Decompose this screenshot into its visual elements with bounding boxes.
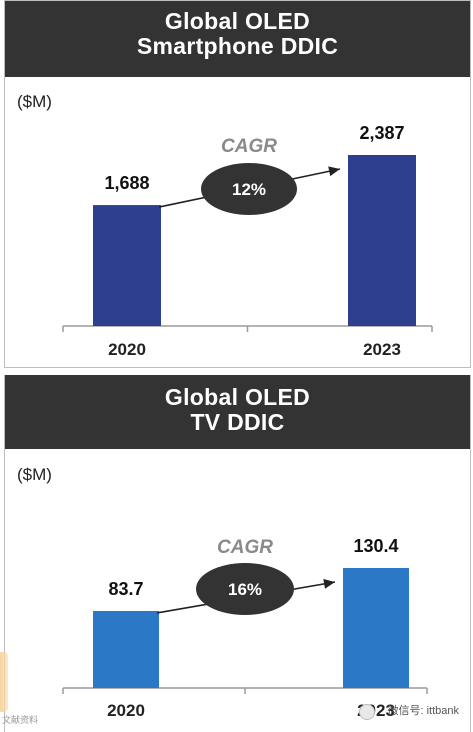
decorative-smudge bbox=[0, 652, 8, 712]
growth-arrow-head bbox=[328, 166, 340, 177]
chart-title-line-2: TV DDIC bbox=[190, 409, 285, 435]
unit-label: ($M) bbox=[17, 92, 52, 111]
smartphone-ddic-chart: 1,688 2020 2,387 2023 12% CAGR bbox=[62, 123, 433, 359]
data-label-2020: 83.7 bbox=[108, 579, 143, 599]
wechat-logo-icon bbox=[359, 704, 375, 720]
cagr-label: CAGR bbox=[221, 136, 277, 157]
chart-header: Global OLED TV DDIC bbox=[5, 375, 470, 449]
cagr-value: 12% bbox=[232, 180, 266, 199]
x-tick-label-2023: 2023 bbox=[363, 340, 401, 359]
data-label-2023: 2,387 bbox=[359, 123, 404, 143]
bar-2020 bbox=[93, 205, 161, 326]
chart-title-line-2: Smartphone DDIC bbox=[136, 33, 339, 59]
chart-header: Global OLED Smartphone DDIC bbox=[5, 1, 470, 77]
chart-title-line-1: Global OLED bbox=[164, 384, 311, 410]
cagr-ellipse bbox=[196, 563, 294, 615]
bar-2023 bbox=[343, 568, 409, 688]
tv-ddic-panel: Global OLED TV DDIC ($M) 83.7 2020 130.4 20… bbox=[4, 375, 471, 732]
data-label-2023: 130.4 bbox=[353, 536, 398, 556]
data-label-2020: 1,688 bbox=[104, 173, 149, 193]
smartphone-ddic-panel: Global OLED Smartphone DDIC ($M) 1,688 20… bbox=[4, 0, 471, 368]
cagr-label: CAGR bbox=[217, 537, 273, 558]
x-tick-label-2020: 2020 bbox=[108, 340, 146, 359]
cagr-ellipse bbox=[201, 163, 297, 215]
cagr-value: 16% bbox=[228, 580, 262, 599]
watermark-left: 文献资料 bbox=[2, 715, 39, 725]
unit-label: ($M) bbox=[17, 465, 52, 484]
watermark-right: 微信号: ittbank bbox=[387, 705, 459, 717]
bar-2023 bbox=[348, 155, 416, 326]
chart-title-line-1: Global OLED bbox=[164, 8, 311, 34]
growth-arrow-head bbox=[323, 578, 335, 589]
bar-2020 bbox=[93, 610, 159, 688]
x-tick-label-2020: 2020 bbox=[107, 701, 145, 720]
